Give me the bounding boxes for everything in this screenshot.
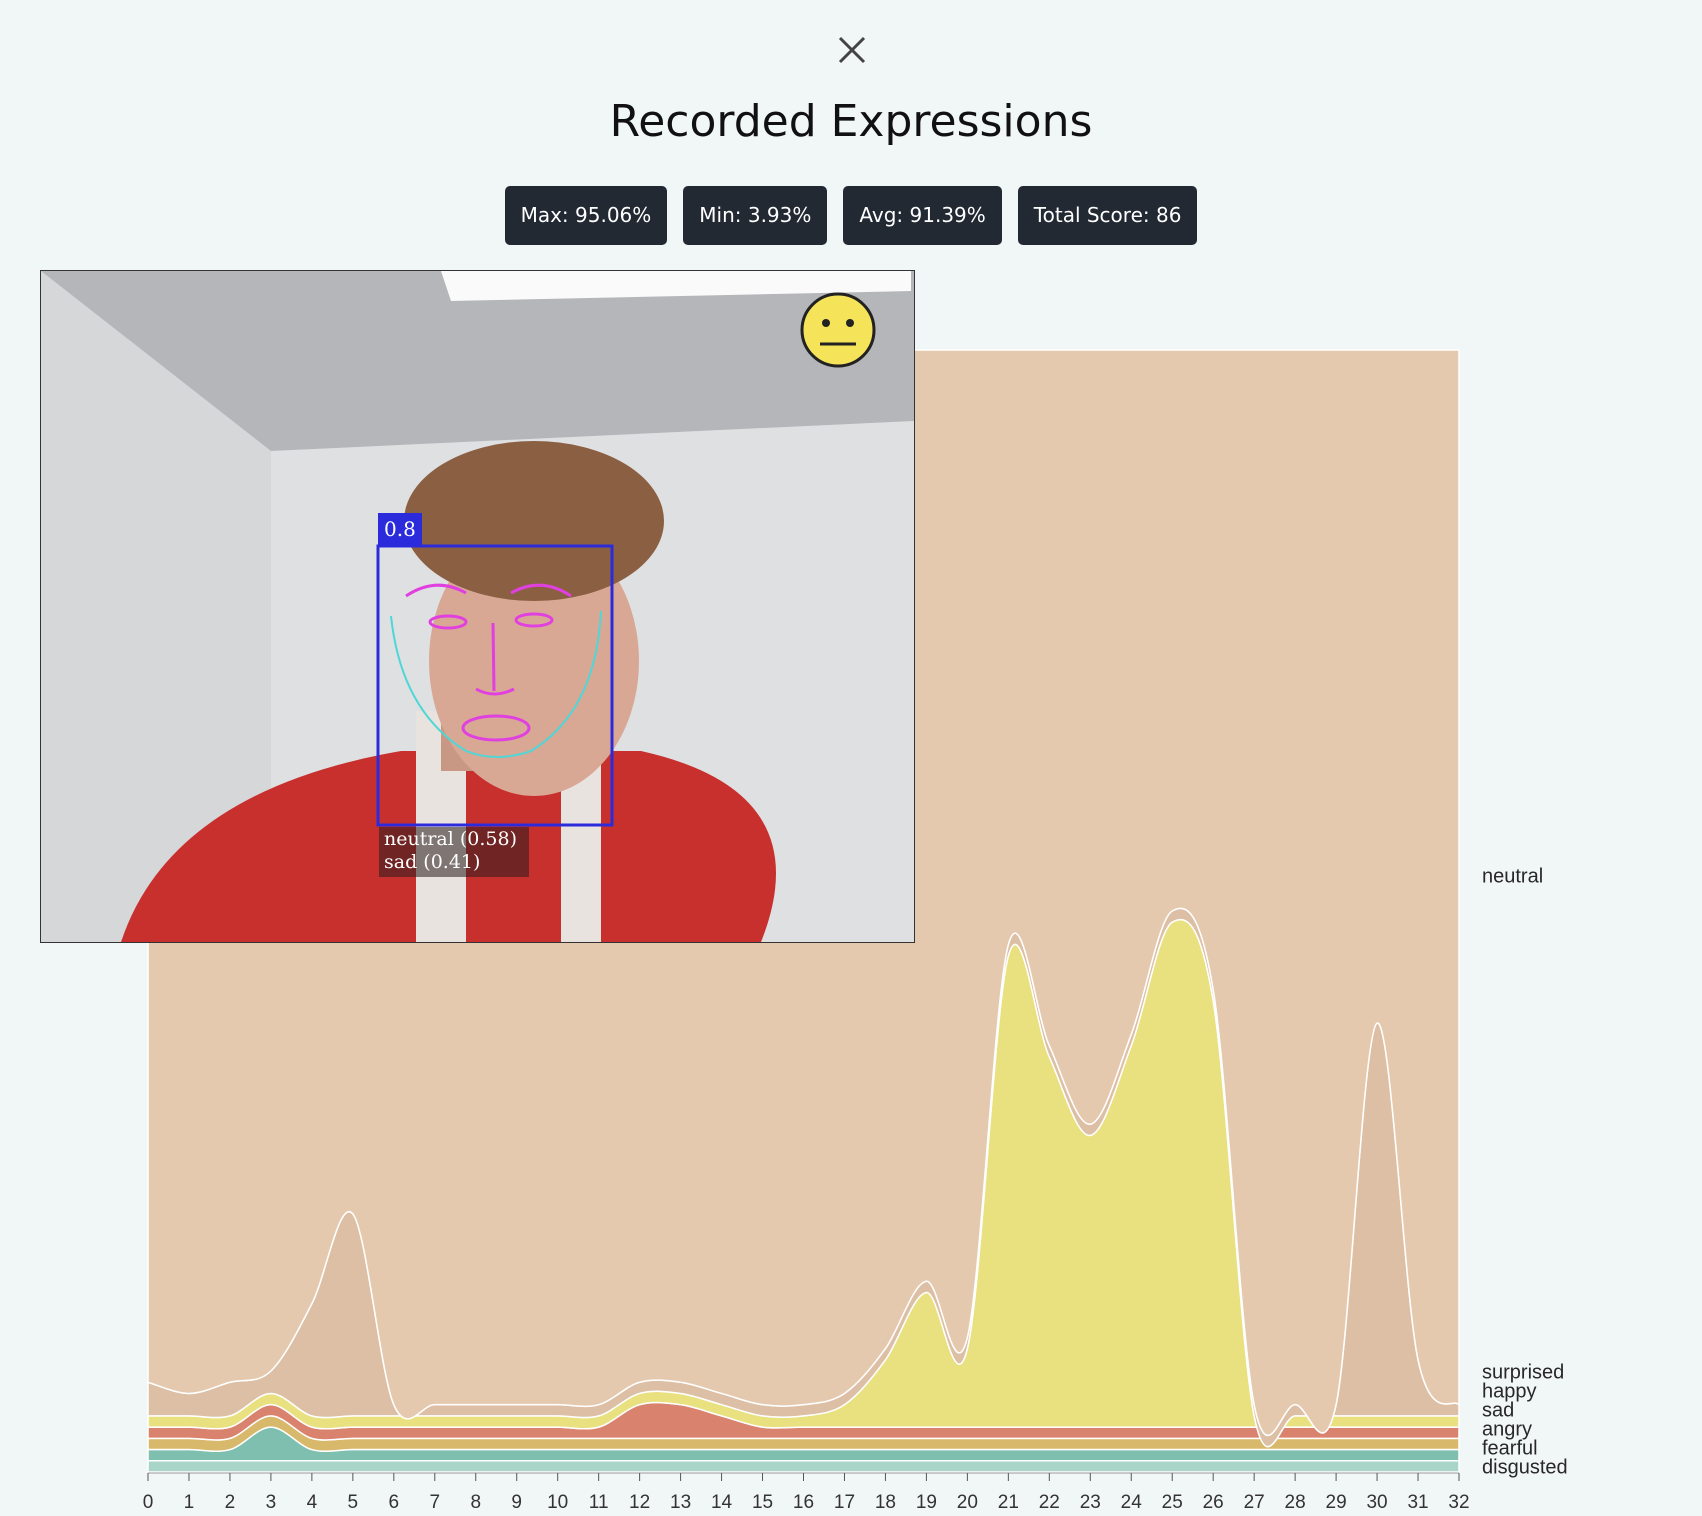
stat-max: Max: 95.06% [504, 186, 668, 245]
stat-avg: Avg: 91.39% [843, 186, 1002, 245]
x-tick-label: 0 [143, 1492, 154, 1513]
x-tick-label: 12 [629, 1492, 650, 1513]
x-tick-label: 26 [1203, 1492, 1224, 1513]
legend-label: surprised [1482, 1361, 1564, 1383]
x-tick-label: 13 [670, 1492, 691, 1513]
legend-label: sad [1482, 1399, 1514, 1421]
x-tick-label: 5 [348, 1492, 359, 1513]
x-tick-label: 25 [1162, 1492, 1183, 1513]
x-tick-label: 11 [589, 1492, 609, 1513]
x-tick-label: 28 [1285, 1492, 1306, 1513]
legend-label: neutral [1482, 866, 1543, 888]
x-tick-label: 17 [834, 1492, 855, 1513]
x-tick-label: 7 [429, 1492, 440, 1513]
legend-label: happy [1482, 1380, 1537, 1402]
legend-label: fearful [1482, 1437, 1538, 1459]
x-tick-label: 21 [998, 1492, 1019, 1513]
box-score: 0.8 [384, 517, 416, 541]
expression-label: neutral (0.58) [384, 828, 518, 850]
x-tick-label: 4 [307, 1492, 318, 1513]
x-tick-label: 16 [793, 1492, 814, 1513]
x-tick-label: 22 [1039, 1492, 1060, 1513]
x-tick-label: 19 [916, 1492, 937, 1513]
title: Recorded Expressions [609, 96, 1093, 147]
stats: Max: 95.06% Min: 3.93% Avg: 91.39% Total… [0, 186, 1702, 245]
x-tick-label: 24 [1121, 1492, 1143, 1513]
stat-min: Min: 3.93% [683, 186, 828, 245]
x-tick-label: 2 [225, 1492, 236, 1513]
x-tick-label: 9 [511, 1492, 522, 1513]
close-button[interactable] [836, 34, 868, 66]
x-tick-label: 15 [752, 1492, 773, 1513]
camera-feed: 0.8 neutral (0.58) sad (0.41) [40, 270, 915, 943]
x-tick-label: 8 [470, 1492, 481, 1513]
x-tick-label: 18 [875, 1492, 896, 1513]
x-tick-label: 32 [1448, 1492, 1469, 1513]
x-tick-label: 14 [711, 1492, 733, 1513]
x-tick-label: 23 [1080, 1492, 1101, 1513]
x-tick-label: 29 [1326, 1492, 1347, 1513]
x-tick-label: 1 [184, 1492, 195, 1513]
x-tick-label: 3 [266, 1492, 277, 1513]
area [147, 1460, 1460, 1473]
x-tick-label: 31 [1407, 1492, 1428, 1513]
camera-image [41, 271, 914, 942]
x-tick-label: 27 [1244, 1492, 1265, 1513]
x-tick-label: 20 [957, 1492, 978, 1513]
x-tick-label: 6 [389, 1492, 400, 1513]
expression-label: sad (0.41) [384, 851, 481, 873]
legend-label: angry [1482, 1418, 1532, 1440]
stat-total: Total Score: 86 [1017, 186, 1198, 245]
x-tick-label: 30 [1366, 1492, 1387, 1513]
x-tick-label: 10 [547, 1492, 568, 1513]
legend-label: disgusted [1482, 1456, 1568, 1478]
